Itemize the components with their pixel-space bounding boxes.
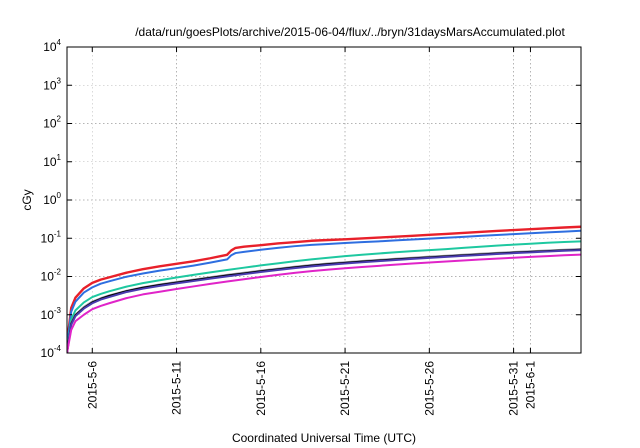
x-axis-label: Coordinated Universal Time (UTC) — [232, 431, 416, 445]
x-tick-label: 2015-5-16 — [254, 361, 268, 416]
y-axis-label: cGy — [20, 189, 34, 210]
series-line-2 — [67, 229, 581, 348]
y-tick-label: 10-4 — [41, 344, 62, 360]
x-tick-label: 2015-6-1 — [523, 361, 537, 409]
y-tick-label: 101 — [43, 153, 61, 169]
axes: 10-4 10-3 10-2 10-1 100 101 102 103 104 2015-5-6 2… — [41, 38, 581, 416]
y-tick-label: 100 — [43, 191, 61, 207]
series-line-7 — [67, 253, 581, 353]
grid — [67, 47, 581, 353]
x-tick-label: 2015-5-26 — [422, 361, 436, 416]
x-tick-label: 2015-5-31 — [507, 361, 521, 416]
series-line-3 — [67, 240, 581, 353]
y-tick-label: 10-1 — [41, 229, 62, 245]
y-tick-label: 103 — [43, 76, 61, 92]
chart-title: /data/run/goesPlots/archive/2015-06-04/f… — [135, 25, 565, 39]
y-tick-label: 10-3 — [41, 306, 62, 322]
series-line-1 — [67, 225, 581, 345]
y-tick-label: 10-2 — [41, 268, 62, 284]
series-line-6 — [67, 249, 581, 353]
x-tick-label: 2015-5-11 — [170, 361, 184, 415]
y-tick-label: 102 — [43, 115, 61, 131]
x-tick-label: 2015-5-6 — [85, 361, 99, 409]
y-tick-label: 104 — [43, 38, 61, 54]
x-tick-label: 2015-5-21 — [338, 361, 352, 416]
series-lines — [67, 225, 581, 353]
